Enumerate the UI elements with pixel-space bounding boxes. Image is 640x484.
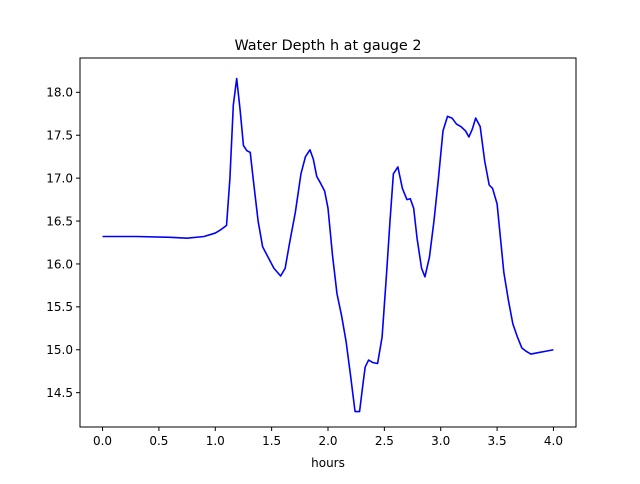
- x-tick-label: 0.0: [93, 434, 112, 448]
- y-tick-label: 15.0: [46, 343, 73, 357]
- plot-frame: [79, 57, 577, 428]
- series-line: [102, 77, 554, 413]
- plot-area: [102, 77, 554, 413]
- x-tick-label: 4.0: [544, 434, 563, 448]
- x-tick-label: 1.5: [262, 434, 281, 448]
- y-tick-label: 17.5: [46, 129, 73, 143]
- x-tick-label: 2.5: [375, 434, 394, 448]
- y-tick-label: 16.0: [46, 257, 73, 271]
- y-tick-label: 15.5: [46, 300, 73, 314]
- x-tick-label: 1.0: [206, 434, 225, 448]
- x-tick-label: 3.5: [488, 434, 507, 448]
- x-axis-label: hours: [311, 456, 345, 470]
- x-tick-label: 2.0: [318, 434, 337, 448]
- chart-title: Water Depth h at gauge 2: [234, 38, 421, 54]
- y-tick-label: 18.0: [46, 86, 73, 100]
- y-axis: 14.5 15.0 15.5 16.0 16.5 17.0 17.5 18.0: [46, 86, 80, 400]
- y-tick-label: 14.5: [46, 386, 73, 400]
- y-tick-label: 16.5: [46, 214, 73, 228]
- x-tick-label: 0.5: [149, 434, 168, 448]
- x-tick-label: 3.0: [431, 434, 450, 448]
- y-tick-label: 17.0: [46, 171, 73, 185]
- x-axis: 0.0 0.5 1.0 1.5 2.0 2.5 3.0 3.5 4.0: [93, 427, 563, 448]
